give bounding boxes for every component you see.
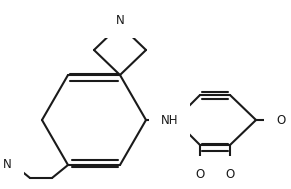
Text: N: N bbox=[116, 13, 124, 26]
Text: O: O bbox=[225, 168, 235, 181]
Text: N: N bbox=[3, 159, 12, 171]
Text: O: O bbox=[195, 168, 205, 181]
Text: O: O bbox=[276, 114, 285, 126]
Text: NH: NH bbox=[161, 114, 178, 126]
